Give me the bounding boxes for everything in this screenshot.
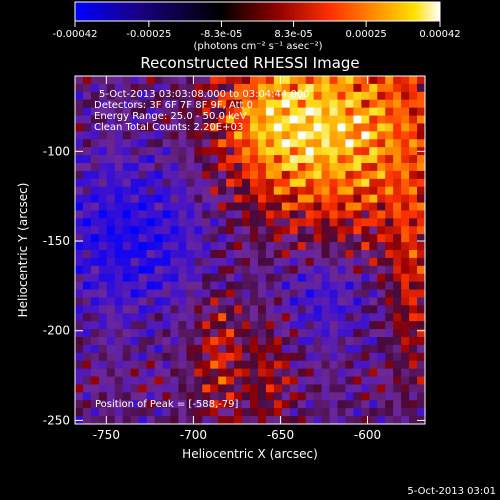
annotation-clean: Clean Total Counts: 2.20E+03 bbox=[94, 122, 243, 133]
colorbar-tick-label: 0.00042 bbox=[419, 29, 460, 40]
footer-timestamp: 5-Oct-2013 03:01 bbox=[407, 486, 496, 497]
plot-title: Reconstructed RHESSI Image bbox=[140, 54, 359, 72]
colorbar-tick-label: -8.3e-05 bbox=[200, 29, 242, 40]
colorbar-tick-label: -0.00042 bbox=[53, 29, 98, 40]
y-tick-label: -200 bbox=[43, 324, 70, 338]
x-axis-label: Heliocentric X (arcsec) bbox=[182, 447, 318, 461]
y-tick-label: -150 bbox=[43, 234, 70, 248]
annotation-peak: Position of Peak = [-588,-79] bbox=[95, 399, 239, 410]
y-axis: -100 -150 -200 -250 bbox=[43, 144, 425, 427]
colorbar-tick-label: 0.00025 bbox=[345, 29, 386, 40]
x-tick-label: -600 bbox=[354, 428, 381, 442]
colorbar-units-label: (photons cm⁻² s⁻¹ asec⁻²) bbox=[193, 41, 322, 52]
y-axis-label: Heliocentric Y (arcsec) bbox=[16, 183, 30, 318]
annotation-detectors: Detectors: 3F 6F 7F 8F 9F, Att 0 bbox=[94, 100, 253, 111]
annotations: 5-Oct-2013 03:03:08.000 to 03:04:44.000 … bbox=[94, 89, 310, 410]
colorbar: -0.00042 -0.00025 -8.3e-05 8.3e-05 0.00025 0.… bbox=[53, 1, 461, 52]
image-heatmap bbox=[75, 76, 425, 424]
x-axis: -750 -700 -650 -600 bbox=[93, 76, 381, 442]
x-tick-label: -700 bbox=[180, 428, 207, 442]
y-tick-label: -100 bbox=[43, 144, 70, 158]
annotation-time-range: 5-Oct-2013 03:03:08.000 to 03:04:44.000 bbox=[99, 89, 310, 100]
colorbar-tick-label: -0.00025 bbox=[126, 29, 171, 40]
x-tick-label: -750 bbox=[93, 428, 120, 442]
plot-frame bbox=[74, 75, 426, 425]
x-tick-label: -650 bbox=[267, 428, 294, 442]
colorbar-ticks: -0.00042 -0.00025 -8.3e-05 8.3e-05 0.00025 0.… bbox=[53, 21, 461, 40]
colorbar-gradient bbox=[74, 1, 441, 22]
y-tick-label: -250 bbox=[43, 413, 70, 427]
colorbar-tick-label: 8.3e-05 bbox=[274, 29, 312, 40]
annotation-energy: Energy Range: 25.0 - 50.0 keV bbox=[94, 111, 247, 122]
